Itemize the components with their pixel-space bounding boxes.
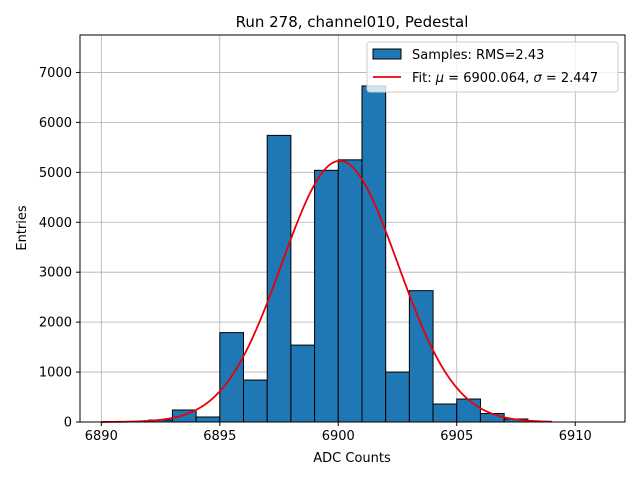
x-tick-label: 6900 <box>322 429 355 444</box>
x-tick-label: 6895 <box>203 429 236 444</box>
histogram-bar <box>314 169 339 423</box>
y-tick-label: 1000 <box>39 366 72 381</box>
histogram-bar <box>479 413 505 423</box>
y-tick-label: 5000 <box>39 166 72 181</box>
gaussian-fit <box>101 159 552 423</box>
legend-mu-symbol: μ <box>435 71 444 86</box>
legend-label-fit: Fit: μ = 6900.064, σ = 2.447 <box>412 71 598 86</box>
x-tick-label: 6905 <box>440 429 473 444</box>
histogram-bar <box>456 398 481 423</box>
histogram-bar <box>266 134 292 423</box>
legend: Samples: RMS=2.43 Fit: μ = 6900.064, σ =… <box>366 41 619 93</box>
legend-box <box>366 41 619 93</box>
y-tick-label: 4000 <box>39 216 72 231</box>
plot-frame <box>79 34 626 423</box>
legend-fit-prefix: Fit: <box>412 71 436 86</box>
legend-sigma-symbol: σ <box>534 71 543 86</box>
histogram-bar <box>290 344 316 423</box>
y-tick-label: 0 <box>64 416 72 431</box>
histogram-bar <box>361 85 387 423</box>
legend-sigma-value: = 2.447 <box>542 71 598 86</box>
histogram-bar <box>432 403 458 423</box>
fit-curve <box>101 159 552 423</box>
histogram-bar <box>408 290 434 423</box>
histogram-bar <box>337 159 363 423</box>
y-axis-ticks: 0 1000 2000 3000 4000 5000 6000 7000 <box>39 66 80 431</box>
legend-patch-samples <box>372 48 402 60</box>
x-axis-label: ADC Counts <box>313 451 391 466</box>
y-tick-label: 7000 <box>39 66 72 81</box>
y-axis-label: Entries <box>15 205 30 251</box>
chart-title: Run 278, channel010, Pedestal <box>236 13 469 31</box>
x-tick-label: 6910 <box>559 429 592 444</box>
histogram-bar <box>385 371 410 423</box>
y-tick-label: 2000 <box>39 316 72 331</box>
x-axis-ticks: 6890 6895 6900 6905 6910 <box>85 422 592 444</box>
y-tick-label: 3000 <box>39 266 72 281</box>
legend-label-samples: Samples: RMS=2.43 <box>412 48 544 63</box>
x-tick-label: 6890 <box>85 429 118 444</box>
y-tick-label: 6000 <box>39 116 72 131</box>
histogram-bar <box>195 416 221 423</box>
legend-mu-value: = 6900.064, <box>444 71 533 86</box>
histogram-bar <box>243 379 268 423</box>
